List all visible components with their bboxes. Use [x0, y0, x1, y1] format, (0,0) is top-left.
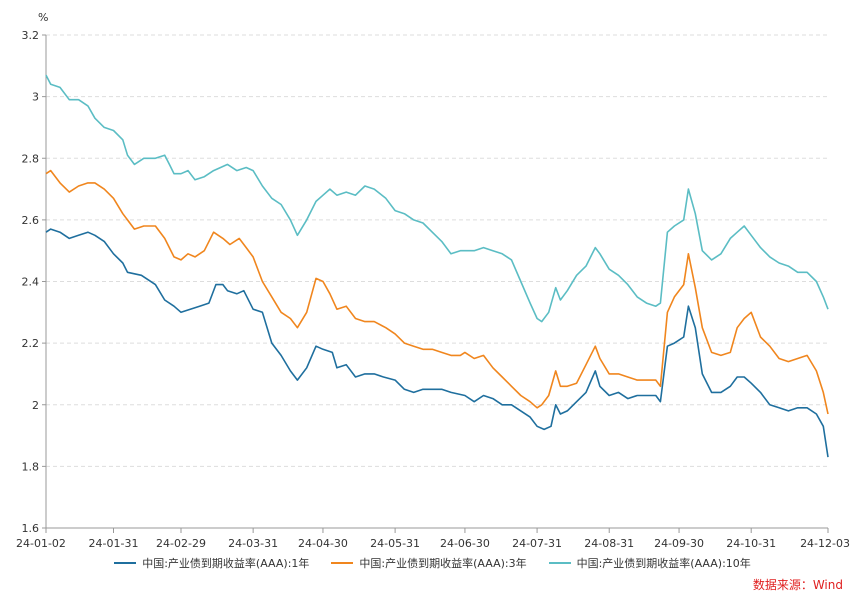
x-tick-label: 24-02-29: [156, 537, 206, 550]
legend-swatch: [331, 562, 354, 564]
legend-label: 中国:产业债到期收益率(AAA):3年: [359, 557, 527, 570]
x-tick-label: 24-05-31: [370, 537, 420, 550]
legend-label: 中国:产业债到期收益率(AAA):10年: [576, 557, 751, 570]
legend-swatch: [114, 562, 137, 564]
y-tick-label: 2.8: [22, 152, 40, 165]
y-tick-label: 2.4: [22, 276, 40, 289]
legend-item[interactable]: 中国:产业债到期收益率(AAA):3年: [331, 555, 527, 571]
x-axis-ticks: 24-01-02 24-01-31 24-02-29 24-03-31 24-04-30…: [16, 528, 850, 550]
y-tick-label: 3: [32, 91, 39, 104]
legend-item[interactable]: 中国:产业债到期收益率(AAA):1年: [114, 555, 309, 571]
series-line-1: [45, 228, 829, 458]
x-tick-label: 24-01-02: [16, 537, 66, 550]
x-tick-label: 24-09-30: [654, 537, 704, 550]
series-layer: [45, 74, 829, 458]
y-axis-unit-label: %: [38, 11, 48, 24]
y-tick-label: 2.2: [22, 337, 40, 350]
y-axis-ticks: 1.6 1.8 2 2.2 2.4 2.6 2.8 3 3.2: [22, 29, 46, 535]
series-line-3: [45, 74, 829, 323]
grid-lines: [46, 34, 828, 467]
legend: 中国:产业债到期收益率(AAA):1年 中国:产业债到期收益率(AAA):3年 中国…: [0, 555, 865, 571]
legend-label: 中国:产业债到期收益率(AAA):1年: [142, 557, 310, 570]
y-tick-label: 2.6: [22, 214, 40, 227]
legend-item[interactable]: 中国:产业债到期收益率(AAA):10年: [548, 555, 751, 571]
x-tick-label: 24-12-03: [800, 537, 850, 550]
x-tick-label: 24-08-31: [584, 537, 634, 550]
y-tick-label: 3.2: [22, 29, 40, 42]
legend-swatch: [548, 562, 571, 564]
x-tick-label: 24-07-31: [512, 537, 562, 550]
y-tick-label: 2: [32, 399, 39, 412]
y-tick-label: 1.6: [22, 522, 40, 535]
axes: [45, 35, 828, 529]
x-tick-label: 24-04-30: [298, 537, 348, 550]
x-tick-label: 24-01-31: [89, 537, 139, 550]
x-tick-label: 24-06-30: [440, 537, 490, 550]
series-line-2: [45, 169, 829, 415]
x-tick-label: 24-10-31: [726, 537, 776, 550]
data-source-note: 数据来源：Wind: [752, 578, 843, 592]
y-tick-label: 1.8: [22, 460, 40, 473]
x-tick-label: 24-03-31: [228, 537, 278, 550]
